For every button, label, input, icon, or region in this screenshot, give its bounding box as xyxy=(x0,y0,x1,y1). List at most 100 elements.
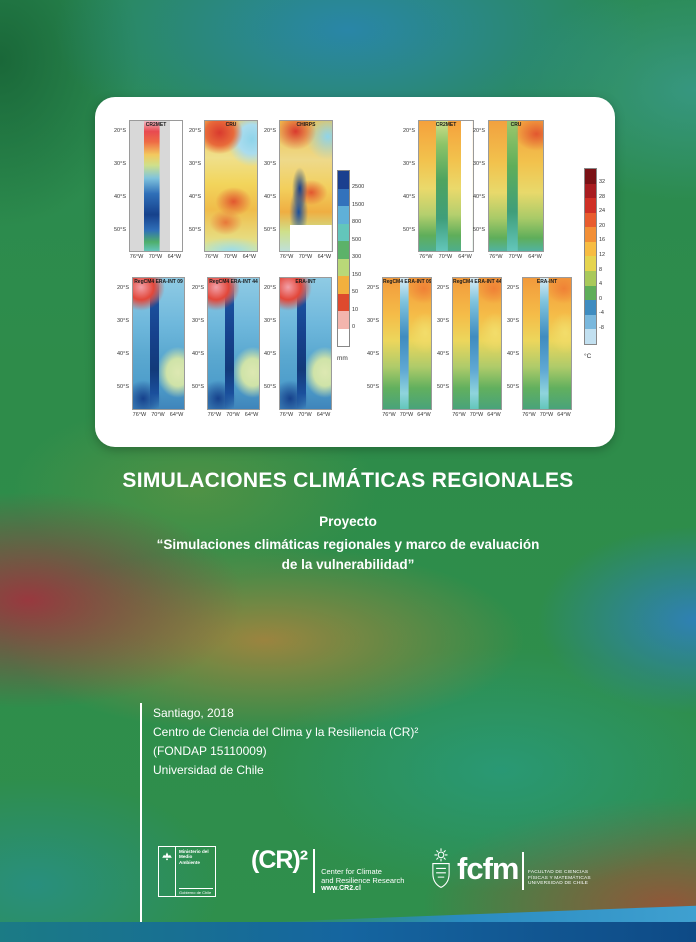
lat-tick-label: 40°S xyxy=(117,351,129,358)
ministry-line1: Ministerio del xyxy=(179,849,209,854)
colorbar-segment xyxy=(338,171,349,189)
map-panel: RegCM4 ERA-INT 44 20°S 30°S 40°S 50°S 76°W 70°… xyxy=(437,277,502,418)
colorbar-tick-label: 16 xyxy=(599,237,606,244)
lat-tick-label: 40°S xyxy=(403,193,415,200)
map-panel: CRU 20°S 30°S 40°S 50°S 76°W 70°W 64°W xyxy=(473,120,544,260)
lat-tick-label: 20°S xyxy=(507,284,519,291)
lat-tick-label: 20°S xyxy=(264,127,276,134)
lat-tick-label: 30°S xyxy=(507,317,519,324)
fcfm-desc-line2: FÍSICAS Y MATEMÁTICAS xyxy=(527,875,591,881)
project-label: Proyecto xyxy=(319,514,377,529)
lat-tick-label: 50°S xyxy=(264,226,276,233)
colorbar-tick-label: 4 xyxy=(599,281,603,288)
map-title: CRU xyxy=(225,122,237,128)
lat-tick-label: 20°S xyxy=(367,284,379,291)
lon-tick-label: 64°W xyxy=(169,412,184,418)
colorbar-tick-label: 0 xyxy=(599,295,603,302)
map-plot: ERA-INT xyxy=(279,277,332,410)
colorbar-unit: mm xyxy=(337,355,348,362)
colorbar-tick-label: 12 xyxy=(599,252,606,258)
lon-tick-label: 64°W xyxy=(458,254,472,260)
lon-tick-label: 76°W xyxy=(132,412,147,418)
map-panel: CHIRPS 20°S 30°S 40°S 50°S 76°W 70°W 64°W xyxy=(264,120,333,260)
colorbar-tick-label: 20 xyxy=(599,222,606,229)
map-plot: ERA-INT xyxy=(522,277,572,410)
lon-tick-label: 76°W xyxy=(129,254,144,260)
colorbar-tick-label: 1500 xyxy=(352,201,365,208)
lon-tick-label: 64°W xyxy=(417,412,431,418)
cr2-desc-line1: Center for Climate xyxy=(321,867,382,876)
lon-tick-label: 70°W xyxy=(223,254,238,260)
lat-tick-label: 20°S xyxy=(117,284,129,291)
lon-tick-label: 76°W xyxy=(452,412,466,418)
lat-tick-label: 20°S xyxy=(437,284,449,291)
map-plot: RegCM4 ERA-INT 09 xyxy=(382,277,432,410)
map-title: RegCM4 ERA-INT 44 xyxy=(453,279,501,285)
lat-tick-label: 50°S xyxy=(114,226,126,233)
colorbar-tick-label: -8 xyxy=(599,324,604,331)
lat-tick-label: 30°S xyxy=(192,317,204,324)
lat-tick-label: 20°S xyxy=(114,127,126,134)
colorbar-tick-label: 32 xyxy=(599,179,606,186)
lat-tick-label: 30°S xyxy=(117,317,129,324)
lon-tick-label: 76°W xyxy=(419,254,433,260)
colorbar-tick-label: 8 xyxy=(599,266,603,273)
colorbar-tick-label: 10 xyxy=(352,306,359,313)
colorbar-segment xyxy=(585,314,596,330)
lon-tick-label: 70°W xyxy=(438,254,453,260)
lon-tick-label: 64°W xyxy=(242,254,257,260)
lat-tick-label: 50°S xyxy=(403,226,415,233)
fcfm-wordmark: fcfm xyxy=(457,851,519,886)
colorbar-segment xyxy=(338,241,349,259)
fcfm-desc-line1: FACULTAD DE CIENCIAS xyxy=(527,870,589,875)
lon-tick-label: 76°W xyxy=(382,412,396,418)
lat-tick-label: 20°S xyxy=(192,284,204,291)
cr2-desc-line2: and Resilience Research xyxy=(321,875,405,885)
lat-tick-label: 40°S xyxy=(507,351,519,358)
lon-tick-label: 70°W xyxy=(508,254,523,260)
lon-tick-label: 64°W xyxy=(244,412,259,418)
lon-tick-label: 70°W xyxy=(399,412,414,418)
colorbar-segment xyxy=(338,188,349,206)
lat-tick-label: 50°S xyxy=(367,384,379,391)
map-title: CHIRPS xyxy=(296,122,316,128)
figure-card: CR2MET 20°S 30°S 40°S 50°S 76°W 70°W 64°W CRU 20°… xyxy=(95,97,615,447)
gobierno-footer: Gobierno de Chile xyxy=(179,887,213,895)
lat-tick-label: 30°S xyxy=(189,160,201,167)
lat-tick-label: 40°S xyxy=(264,351,276,358)
map-plot: RegCM4 ERA-INT 44 xyxy=(207,277,260,410)
map-plot: RegCM4 ERA-INT 09 xyxy=(132,277,185,410)
colorbar-segment xyxy=(585,241,596,257)
colorbar-tick-label: 28 xyxy=(599,193,606,200)
map-plot: CR2MET xyxy=(129,120,183,252)
lat-tick-label: 20°S xyxy=(189,127,201,134)
fcfm-logo: fcfm FACULTAD DE CIENCIAS FÍSICAS Y MATE… xyxy=(428,846,591,896)
colorbar-segment xyxy=(338,223,349,241)
cr2-url: www.CR2.cl xyxy=(321,885,361,892)
map-title: RegCM4 ERA-INT 44 xyxy=(209,279,258,285)
colorbar-tick-label: 800 xyxy=(352,219,362,225)
lon-tick-label: 70°W xyxy=(469,412,484,418)
map-panel: RegCM4 ERA-INT 09 20°S 30°S 40°S 50°S 76°W 70°… xyxy=(117,277,185,418)
map-plot: CRU xyxy=(488,120,544,252)
lat-tick-label: 20°S xyxy=(264,284,276,291)
map-plot: RegCM4 ERA-INT 44 xyxy=(452,277,502,410)
lon-tick-label: 76°W xyxy=(522,412,536,418)
imprint-rule xyxy=(140,703,142,942)
map-title: CR2MET xyxy=(145,122,167,128)
colorbar-segment xyxy=(585,227,596,242)
lon-tick-label: 70°W xyxy=(148,254,163,260)
map-panel: ERA-INT 20°S 30°S 40°S 50°S 76°W 70°W 64°W xyxy=(264,277,332,418)
lat-tick-label: 30°S xyxy=(367,317,379,324)
lat-tick-label: 50°S xyxy=(264,384,276,391)
lon-tick-label: 64°W xyxy=(557,412,571,418)
lon-tick-label: 70°W xyxy=(226,412,240,418)
map-plot: CRU xyxy=(204,120,258,252)
colorbar-segment xyxy=(585,300,596,315)
lat-tick-label: 40°S xyxy=(264,193,276,200)
map-title: CR2MET xyxy=(435,122,457,128)
lat-tick-label: 50°S xyxy=(473,226,485,233)
lat-tick-label: 20°S xyxy=(403,127,415,134)
bottom-band-decoration xyxy=(0,922,696,942)
